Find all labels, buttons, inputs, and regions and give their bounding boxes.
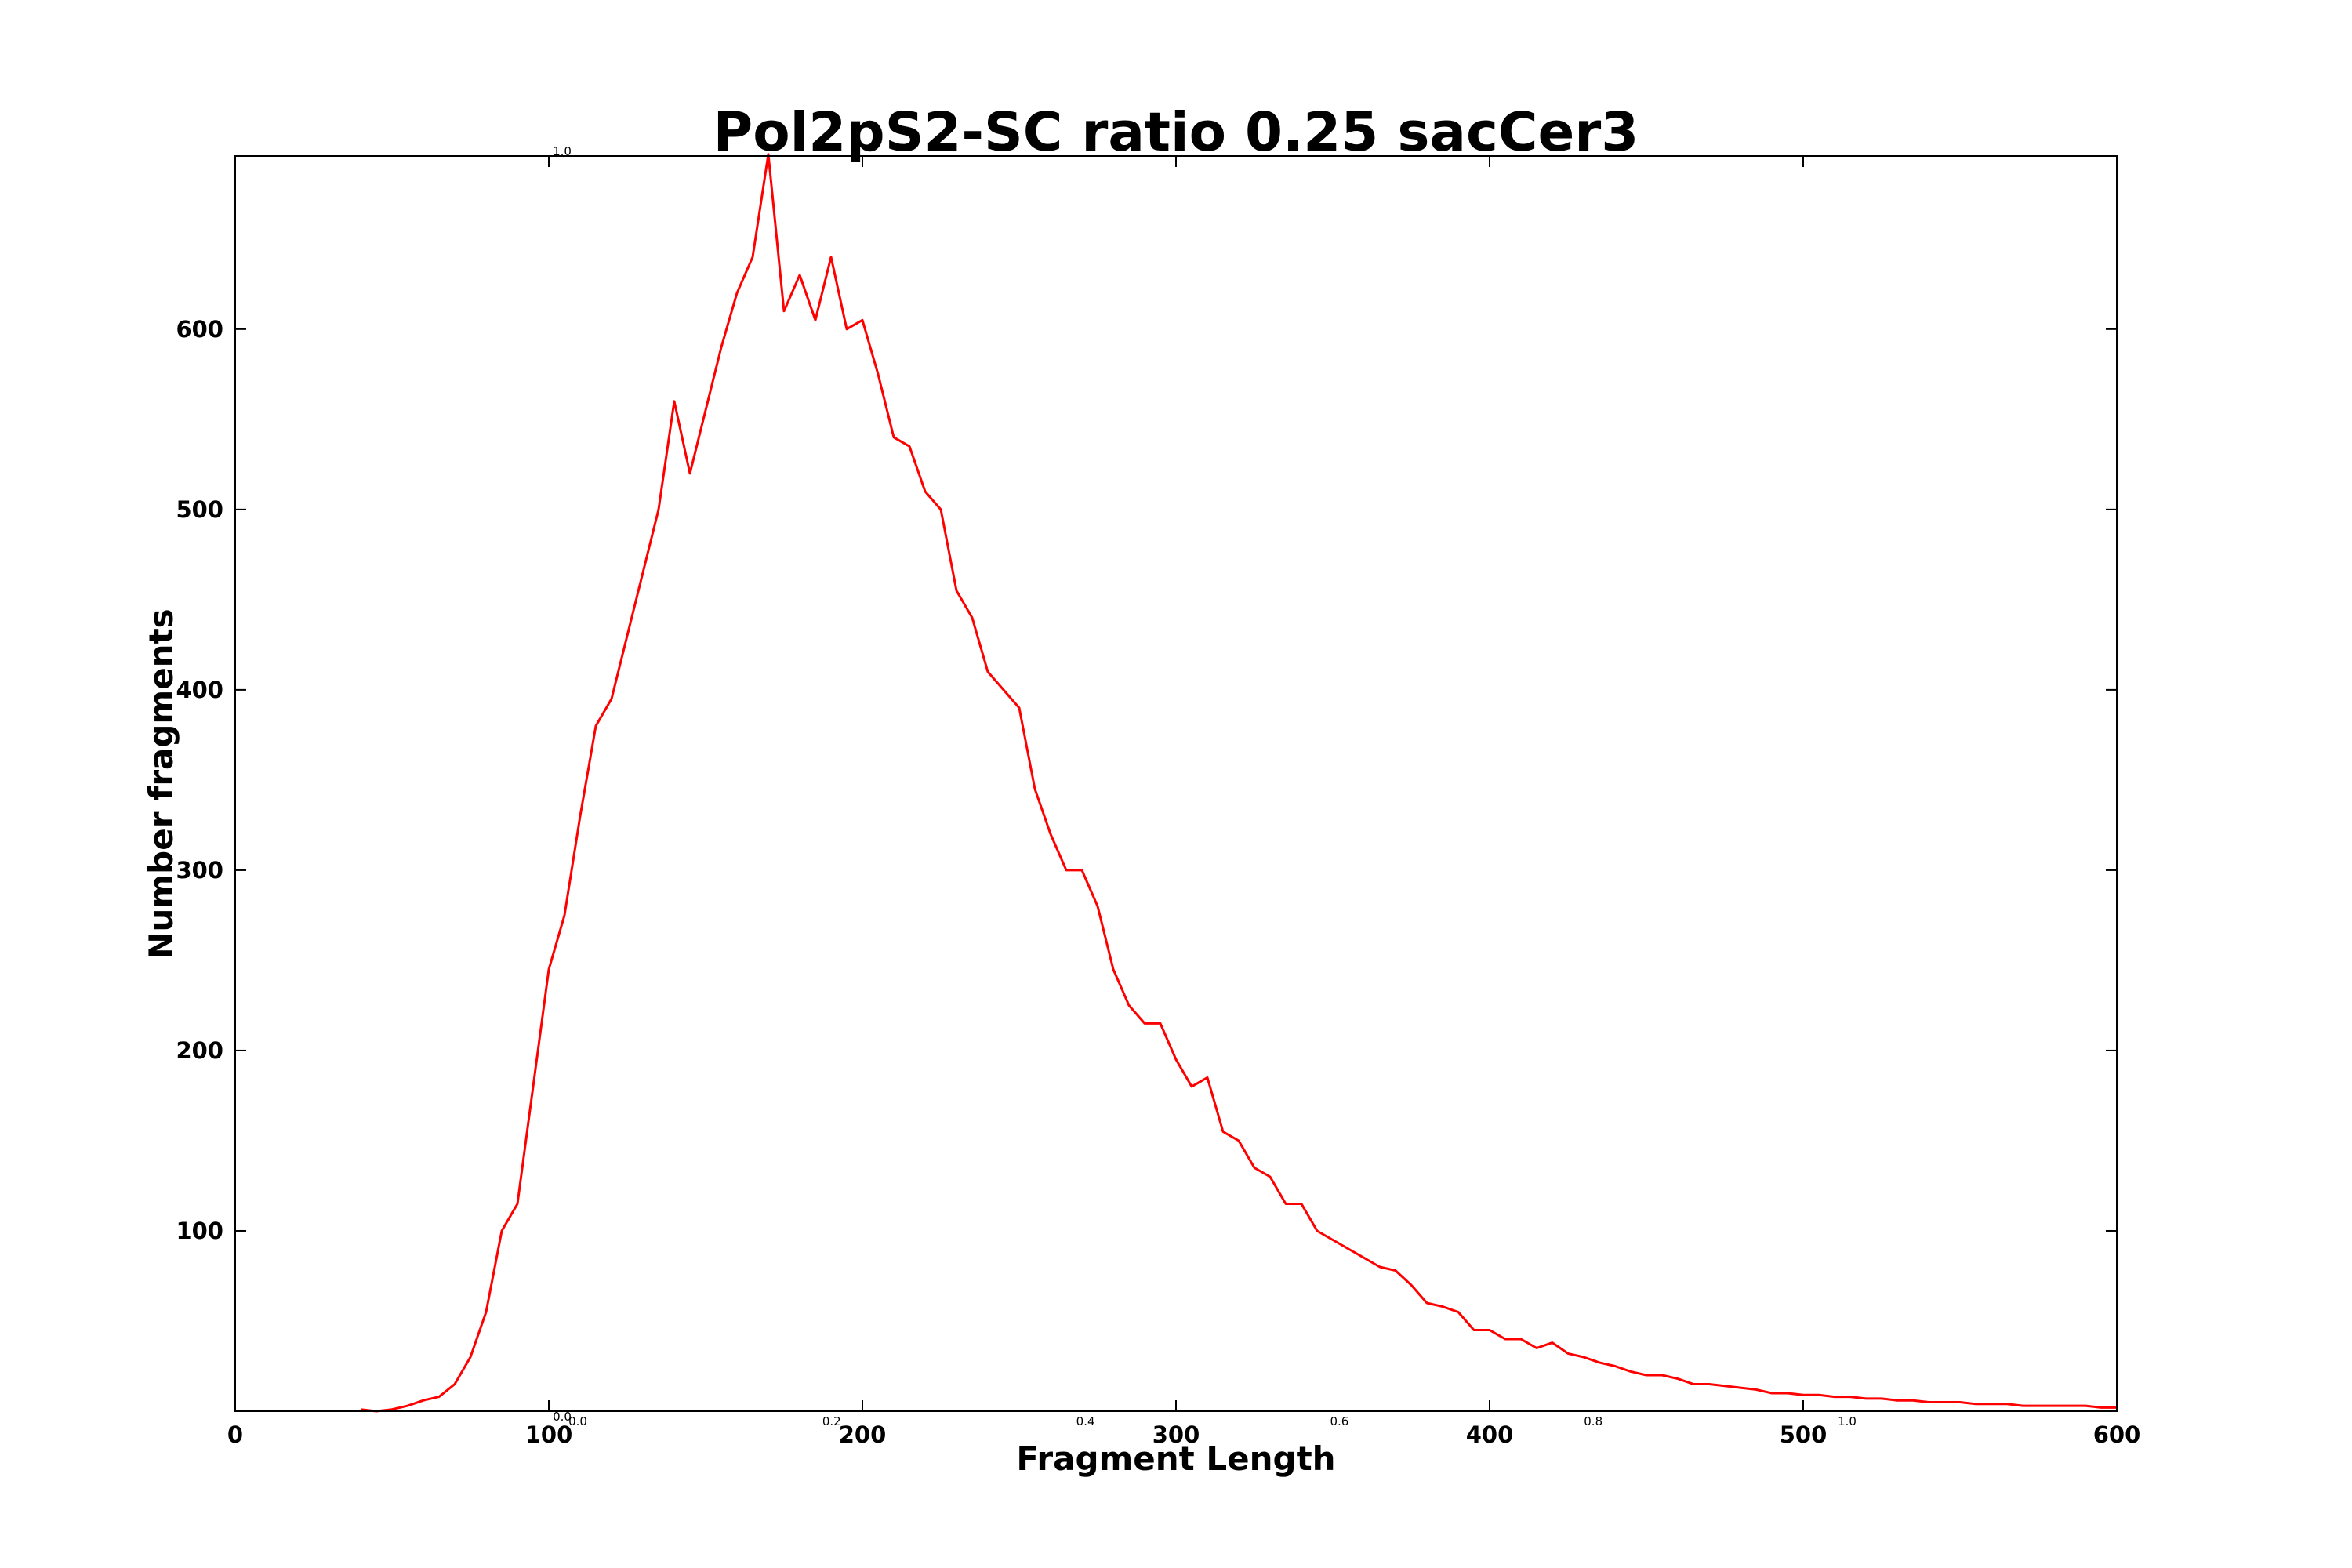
overlay-x-tick-label: 1.0 xyxy=(1838,1414,1857,1428)
overlay-x-tick-label: 0.6 xyxy=(1330,1414,1348,1428)
chart-title: Pol2pS2-SC ratio 0.25 sacCer3 xyxy=(713,101,1639,164)
overlay-x-tick-label: 0.2 xyxy=(822,1414,841,1428)
y-tick-label: 500 xyxy=(176,496,223,523)
y-tick-label: 200 xyxy=(176,1037,223,1064)
axis-ticks: 0 100 200 300 400 500 600 100 200 300 400 500 600 xyxy=(176,156,2140,1448)
y-tick-label: 300 xyxy=(176,857,223,884)
x-tick-label: 100 xyxy=(525,1421,573,1448)
x-axis-label: Fragment Length xyxy=(1016,1439,1335,1478)
y-axis-label: Number fragments xyxy=(142,608,180,959)
series-line-fragments xyxy=(360,153,2117,1413)
x-tick-label: 200 xyxy=(839,1421,887,1448)
y-tick-label: 100 xyxy=(176,1218,223,1244)
x-tick-label: 300 xyxy=(1152,1421,1200,1448)
x-tick-label: 500 xyxy=(1780,1421,1828,1448)
x-tick-label: 600 xyxy=(2093,1421,2141,1448)
plot-area xyxy=(360,153,2117,1413)
overlay-x-tick-label: 0.0 xyxy=(568,1414,587,1428)
overlay-x-tick-label: 0.8 xyxy=(1584,1414,1602,1428)
overlay-y-tick-label-bottom: 0.0 xyxy=(553,1410,572,1424)
y-tick-label: 400 xyxy=(176,677,223,703)
plot-frame xyxy=(234,155,2118,1412)
y-tick-label: 600 xyxy=(176,316,223,343)
x-tick-label: 400 xyxy=(1466,1421,1514,1448)
overlay-x-tick-label: 0.4 xyxy=(1076,1414,1095,1428)
x-tick-label: 0 xyxy=(227,1421,243,1448)
overlay-y-tick-label-top: 1.0 xyxy=(553,144,572,158)
overlay-axis: 0.0 0.2 0.4 0.6 0.8 1.0 1.0 0.0 xyxy=(553,144,1857,1428)
